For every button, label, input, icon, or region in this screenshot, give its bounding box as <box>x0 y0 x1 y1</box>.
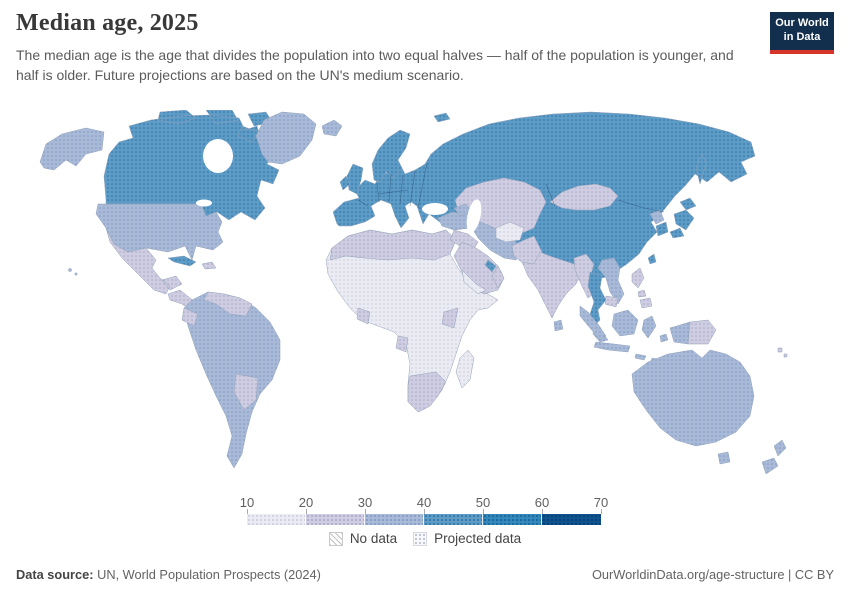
region-taiwan[interactable] <box>647 253 657 265</box>
caspian-sea <box>466 199 482 233</box>
owid-logo[interactable]: Our World in Data <box>770 12 834 54</box>
chart-subtitle: The median age is the age that divides t… <box>16 47 734 84</box>
legend-key-projected[interactable]: Projected data <box>413 531 521 546</box>
legend-tick-label: 20 <box>298 495 314 510</box>
region-venezuela-guyanas[interactable] <box>203 291 253 317</box>
region-philippines[interactable] <box>631 267 653 309</box>
region-yemen[interactable] <box>461 269 487 295</box>
region-scandinavia[interactable] <box>371 129 411 183</box>
region-cambodia[interactable] <box>604 295 619 308</box>
region-south-korea[interactable] <box>655 221 669 237</box>
region-afghanistan[interactable] <box>495 221 525 243</box>
legend-segment-30-40[interactable] <box>365 514 424 525</box>
world-choropleth-map <box>39 110 788 475</box>
region-india[interactable] <box>521 251 583 319</box>
region-australia[interactable] <box>631 349 755 447</box>
region-tasmania[interactable] <box>717 451 731 465</box>
region-alaska[interactable] <box>39 127 105 171</box>
hudson-bay <box>203 139 233 173</box>
owid-logo-accent-bar <box>770 50 834 54</box>
region-iceland[interactable] <box>321 119 343 137</box>
legend-tick-label: 50 <box>475 495 491 510</box>
legend-segment-50-60[interactable] <box>483 514 542 525</box>
sea-shapes <box>196 139 482 233</box>
baltic-sea <box>412 155 428 169</box>
legend-color-bar <box>247 514 601 525</box>
region-hawaii[interactable] <box>74 272 78 276</box>
legend-segment-40-50[interactable] <box>424 514 483 525</box>
legend-tick-label: 40 <box>416 495 432 510</box>
region-gabon[interactable] <box>395 335 409 353</box>
region-ghana[interactable] <box>356 307 371 325</box>
region-north-korea[interactable] <box>649 209 665 225</box>
region-sakhalin[interactable] <box>695 153 707 185</box>
region-ecuador[interactable] <box>181 307 199 327</box>
region-arabia[interactable] <box>453 241 505 295</box>
legend-key-no-data[interactable]: No data <box>328 531 398 546</box>
region-papua-new-guinea[interactable] <box>687 319 717 345</box>
header: Median age, 2025 The median age is the a… <box>16 10 834 86</box>
region-svalbard[interactable] <box>433 112 451 123</box>
legend-segment-60-70[interactable] <box>542 514 601 525</box>
region-japan[interactable] <box>669 197 697 239</box>
projected-data-label: Projected data <box>434 531 522 546</box>
data-source: Data source: UN, World Population Prospe… <box>16 567 321 582</box>
legend-tick-label: 10 <box>239 495 255 510</box>
region-thailand[interactable] <box>587 271 607 327</box>
legend-segment-10-20[interactable] <box>247 514 306 525</box>
region-madagascar[interactable] <box>455 349 475 389</box>
region-gulf-states[interactable] <box>484 259 497 273</box>
region-mexico[interactable] <box>105 227 183 295</box>
owid-logo-line1: Our World <box>775 17 829 30</box>
legend-segment-20-30[interactable] <box>306 514 365 525</box>
region-greenland[interactable] <box>255 111 317 165</box>
no-data-swatch-icon <box>328 531 343 546</box>
region-cuba[interactable] <box>167 255 197 267</box>
projected-data-swatch-icon <box>413 531 428 546</box>
region-hispaniola[interactable] <box>201 261 217 270</box>
legend-color-scale: 10 20 30 40 50 60 70 <box>240 495 608 525</box>
legend-keys: No data Projected data <box>0 531 850 546</box>
region-canada[interactable] <box>103 110 280 221</box>
owid-logo-box: Our World in Data <box>770 12 834 50</box>
region-north-africa[interactable] <box>329 229 457 261</box>
region-uk[interactable] <box>346 163 364 195</box>
region-oman[interactable] <box>491 265 505 289</box>
region-mongolia[interactable] <box>549 183 619 211</box>
region-southern-africa[interactable] <box>407 371 447 413</box>
region-new-zealand[interactable] <box>761 439 787 475</box>
owid-logo-line2: in Data <box>783 31 821 43</box>
region-hawaii[interactable] <box>68 268 72 272</box>
no-data-label: No data <box>349 531 398 546</box>
footer: Data source: UN, World Population Prospe… <box>16 567 834 582</box>
data-source-label: Data source: <box>16 567 94 582</box>
country-borders <box>357 162 665 213</box>
legend-tick-label: 70 <box>593 495 609 510</box>
region-usa[interactable] <box>95 203 224 261</box>
great-lakes <box>196 199 212 207</box>
region-bolivia-paraguay[interactable] <box>233 373 259 411</box>
region-vietnam-laos[interactable] <box>597 257 625 305</box>
region-kenya[interactable] <box>441 307 459 329</box>
footer-credit-link[interactable]: OurWorldinData.org/age-structure | CC BY <box>591 567 834 582</box>
black-sea <box>422 203 448 215</box>
region-fiji[interactable] <box>777 347 788 358</box>
region-ireland[interactable] <box>339 175 351 191</box>
page-title: Median age, 2025 <box>16 10 199 36</box>
data-source-text: UN, World Population Prospects (2024) <box>93 567 321 582</box>
legend-tick-label: 60 <box>534 495 550 510</box>
legend-tick-labels: 10 20 30 40 50 60 70 <box>240 495 608 510</box>
legend-tick-label: 30 <box>357 495 373 510</box>
region-south-america[interactable] <box>183 291 281 469</box>
region-sri-lanka[interactable] <box>553 319 564 332</box>
